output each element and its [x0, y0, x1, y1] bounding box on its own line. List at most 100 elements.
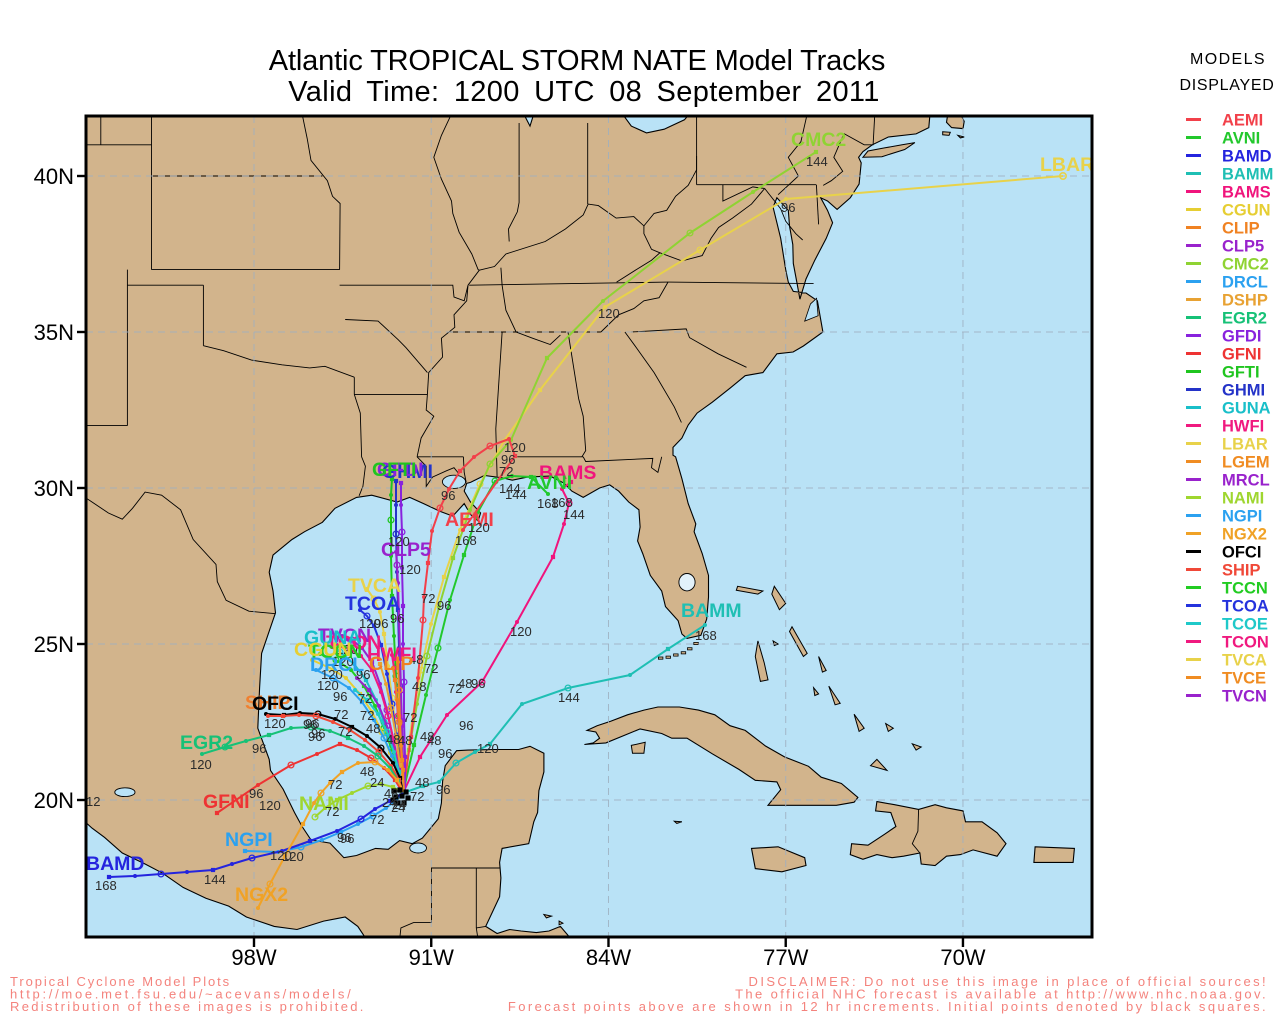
svg-text:LBAR: LBAR	[1040, 154, 1094, 176]
svg-text:72: 72	[338, 724, 352, 739]
svg-text:TVCN: TVCN	[318, 625, 371, 647]
svg-text:96: 96	[340, 831, 354, 846]
svg-text:AVNI: AVNI	[527, 472, 572, 494]
svg-text:48: 48	[409, 652, 423, 667]
svg-text:CGUN: CGUN	[1222, 202, 1271, 220]
svg-text:LBAR: LBAR	[1222, 436, 1268, 454]
svg-text:BAMM: BAMM	[681, 600, 742, 622]
svg-text:NGPI: NGPI	[1222, 508, 1262, 526]
svg-text:OFCI: OFCI	[1222, 544, 1261, 562]
svg-text:DRCL: DRCL	[1222, 274, 1268, 292]
svg-text:72: 72	[410, 789, 424, 804]
svg-text:BAMD: BAMD	[86, 853, 145, 875]
svg-text:GFDI: GFDI	[377, 459, 424, 481]
svg-text:http://moe.met.fsu.edu/~acevan: http://moe.met.fsu.edu/~acevans/models/	[10, 987, 353, 1002]
svg-text:NAMI: NAMI	[299, 793, 349, 815]
svg-text:HWFI: HWFI	[367, 644, 417, 666]
svg-text:48: 48	[415, 775, 429, 790]
svg-text:Tropical Cyclone Model Plots: Tropical Cyclone Model Plots	[10, 974, 231, 989]
svg-text:GFNI: GFNI	[203, 791, 250, 813]
svg-text:24: 24	[392, 797, 406, 812]
svg-text:TVCA: TVCA	[1222, 652, 1267, 670]
svg-text:TCON: TCON	[1222, 634, 1269, 652]
svg-text:72: 72	[499, 464, 513, 479]
svg-text:12: 12	[86, 794, 100, 809]
svg-text:168: 168	[537, 496, 559, 511]
svg-text:DRCL: DRCL	[310, 654, 364, 676]
svg-text:NGX2: NGX2	[235, 884, 288, 906]
svg-text:96: 96	[356, 667, 370, 682]
svg-text:120: 120	[399, 562, 421, 577]
svg-text:HWFI: HWFI	[1222, 418, 1264, 436]
svg-text:BAMM: BAMM	[1222, 166, 1273, 184]
svg-text:144: 144	[806, 154, 828, 169]
svg-text:96: 96	[305, 716, 319, 731]
svg-text:Atlantic TROPICAL STORM NATE M: Atlantic TROPICAL STORM NATE Model Track…	[269, 45, 885, 77]
svg-text:LGEM: LGEM	[1222, 454, 1270, 472]
svg-text:72: 72	[403, 710, 417, 725]
svg-text:48: 48	[366, 721, 380, 736]
svg-text:77W: 77W	[763, 945, 808, 970]
svg-text:EGR2: EGR2	[180, 732, 233, 754]
svg-text:TVCE: TVCE	[1222, 670, 1266, 688]
svg-text:GHMI: GHMI	[382, 461, 433, 483]
svg-text:120: 120	[336, 642, 358, 657]
svg-text:GFTI: GFTI	[1222, 364, 1260, 382]
svg-text:OFCI: OFCI	[252, 693, 299, 715]
svg-text:MRCL: MRCL	[1222, 472, 1270, 490]
svg-text:40N: 40N	[34, 164, 74, 189]
svg-text:24: 24	[382, 795, 396, 810]
svg-text:96: 96	[303, 717, 317, 732]
svg-text:Redistribution of these images: Redistribution of these images is prohib…	[10, 999, 366, 1014]
svg-text:BAMD: BAMD	[1222, 148, 1272, 166]
svg-text:72: 72	[421, 591, 435, 606]
svg-text:Forecast points above are show: Forecast points above are shown in 12 hr…	[508, 999, 1268, 1014]
svg-text:TCOA: TCOA	[1222, 598, 1269, 616]
svg-text:GHMI: GHMI	[1222, 382, 1265, 400]
svg-text:120: 120	[259, 798, 281, 813]
svg-text:25N: 25N	[34, 632, 74, 657]
svg-text:24: 24	[391, 800, 405, 815]
svg-text:AEMI: AEMI	[1222, 112, 1263, 130]
svg-text:48: 48	[398, 733, 412, 748]
svg-text:CMC2: CMC2	[791, 129, 846, 151]
svg-text:48: 48	[420, 729, 434, 744]
svg-text:91W: 91W	[409, 945, 454, 970]
svg-text:96: 96	[441, 488, 455, 503]
svg-text:120: 120	[468, 520, 490, 535]
svg-text:TVCA: TVCA	[348, 575, 401, 597]
svg-text:35N: 35N	[34, 320, 74, 345]
svg-text:NGPI: NGPI	[225, 829, 273, 851]
svg-text:48: 48	[458, 676, 472, 691]
svg-text:120: 120	[317, 678, 339, 693]
svg-text:120: 120	[504, 440, 526, 455]
svg-text:TCCN: TCCN	[1222, 580, 1268, 598]
svg-text:72: 72	[360, 708, 374, 723]
svg-text:120: 120	[264, 716, 286, 731]
svg-text:NAMI: NAMI	[1222, 490, 1264, 508]
svg-text:84W: 84W	[586, 945, 631, 970]
svg-text:GFTI: GFTI	[372, 459, 416, 481]
svg-text:120: 120	[359, 616, 381, 631]
svg-text:CGUN: CGUN	[294, 639, 351, 661]
svg-text:120: 120	[190, 757, 212, 772]
svg-text:CLIP: CLIP	[1222, 220, 1260, 238]
svg-text:168: 168	[455, 533, 477, 548]
svg-text:70W: 70W	[940, 945, 985, 970]
svg-text:144: 144	[558, 690, 580, 705]
svg-text:120: 120	[270, 848, 292, 863]
svg-text:48: 48	[384, 786, 398, 801]
svg-text:120: 120	[332, 654, 354, 669]
svg-text:96: 96	[337, 830, 351, 845]
svg-text:96: 96	[781, 200, 795, 215]
svg-text:DSHP: DSHP	[1222, 292, 1268, 310]
svg-text:96: 96	[252, 741, 266, 756]
svg-text:DISCLAIMER: Do not use this im: DISCLAIMER: Do not use this image in pla…	[749, 974, 1268, 989]
svg-text:TCON: TCON	[326, 632, 381, 654]
svg-text:TVCN: TVCN	[1222, 688, 1267, 706]
svg-text:96: 96	[438, 746, 452, 761]
svg-text:48: 48	[427, 733, 441, 748]
svg-text:120: 120	[477, 741, 499, 756]
svg-text:CMC2: CMC2	[1222, 256, 1269, 274]
svg-text:120: 120	[388, 534, 410, 549]
